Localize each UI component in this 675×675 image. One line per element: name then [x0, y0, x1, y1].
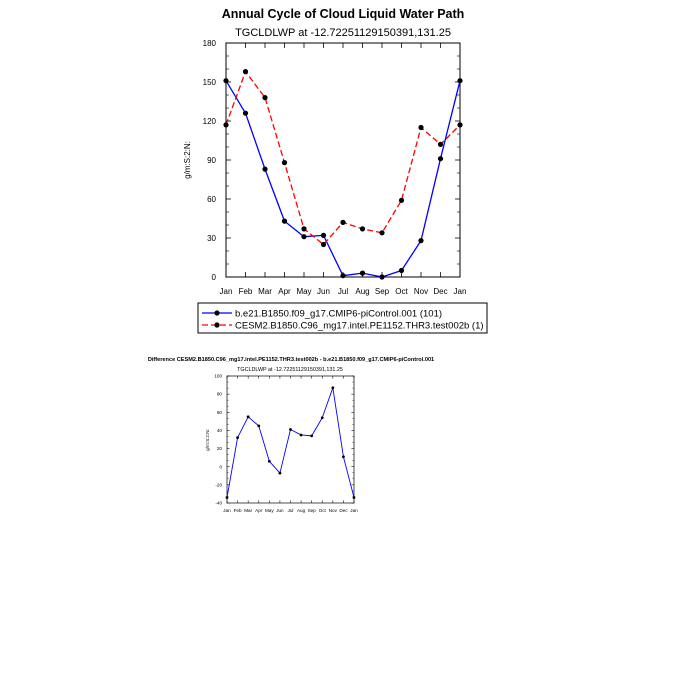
diff-chart-subtitle: TGCLDLWP at -12.72251129150391,131.25 [237, 367, 343, 373]
x-tick-label: Dec [433, 287, 447, 296]
y-tick-label: 20 [217, 446, 223, 451]
data-point [281, 160, 288, 166]
x-tick-label: Jan [223, 508, 231, 513]
data-point [246, 415, 250, 419]
x-tick-label: Jan [454, 287, 467, 296]
x-tick-label: Jan [350, 508, 358, 513]
y-tick-label: 40 [217, 428, 223, 433]
legend: b.e21.B1850.f09_g17.CMIP6-piControl.001 … [197, 302, 488, 334]
x-tick-label: Aug [355, 287, 369, 296]
x-tick-label: Oct [395, 287, 408, 296]
x-tick-label: Feb [239, 287, 253, 296]
data-point [379, 274, 385, 280]
data-point [262, 166, 268, 172]
y-tick-label: -40 [215, 501, 222, 506]
y-tick-label: 60 [217, 410, 223, 415]
x-tick-label: May [265, 508, 274, 513]
data-point [301, 226, 307, 232]
x-tick-label: Jul [288, 508, 294, 513]
y-tick-label: 60 [207, 195, 216, 204]
series-line-0 [226, 387, 355, 498]
data-point [289, 428, 292, 431]
data-point [281, 218, 288, 224]
x-tick-label: Apr [278, 287, 291, 296]
data-point [340, 273, 346, 279]
data-point [299, 433, 303, 437]
x-tick-label: Jun [317, 287, 330, 296]
data-point [242, 110, 249, 116]
annual-cycle-chart: Annual Cycle of Cloud Liquid Water Path … [183, 7, 488, 334]
data-point [359, 226, 366, 232]
data-point [262, 95, 268, 101]
data-point [359, 270, 366, 276]
data-point [437, 141, 444, 147]
x-tick-label: Jan [220, 287, 233, 296]
legend-box [197, 302, 488, 334]
x-tick-label: Dec [339, 508, 348, 513]
x-tick-label: Jun [276, 508, 284, 513]
y-tick-label: -20 [215, 482, 222, 487]
y-tick-label: 180 [203, 39, 217, 48]
data-point [278, 471, 282, 475]
x-tick-label: Mar [244, 508, 252, 513]
data-point [301, 234, 307, 240]
data-point [236, 436, 239, 440]
data-point [352, 496, 356, 499]
y-tick-label: 120 [203, 117, 217, 126]
x-tick-label: Mar [258, 287, 272, 296]
data-point [437, 156, 444, 162]
data-point [223, 122, 229, 128]
data-point [340, 219, 346, 225]
data-point [320, 416, 324, 420]
diff-chart-ylabel: g/m:S:2:N: [205, 429, 210, 451]
data-point [320, 232, 327, 238]
legend-marker-1 [214, 322, 220, 328]
x-tick-label: Aug [297, 508, 306, 513]
legend-entry-1: CESM2.B1850.C96_mg17.intel.PE1152.THR3.t… [235, 321, 484, 332]
main-chart-title: Annual Cycle of Cloud Liquid Water Path [222, 7, 465, 21]
data-point [320, 241, 327, 248]
plot-frame [226, 375, 355, 504]
difference-chart: Difference CESM2.B1850.C96_mg17.intel.PE… [148, 357, 434, 513]
data-point [331, 386, 335, 390]
data-point [310, 434, 314, 438]
data-point [457, 78, 463, 84]
y-tick-label: 0 [212, 273, 217, 282]
diff-chart-title: Difference CESM2.B1850.C96_mg17.intel.PE… [148, 357, 434, 363]
data-point [342, 455, 345, 459]
y-tick-label: 150 [203, 78, 217, 87]
data-point [379, 230, 385, 236]
x-tick-label: Nov [414, 287, 428, 296]
data-point [225, 496, 229, 499]
x-tick-label: Jul [338, 287, 348, 296]
data-point [242, 69, 249, 75]
x-tick-label: Oct [319, 508, 327, 513]
series-line-0 [225, 80, 461, 278]
main-chart-subtitle: TGCLDLWP at -12.72251129150391,131.25 [235, 27, 451, 39]
x-tick-label: Nov [329, 508, 338, 513]
y-tick-label: 90 [207, 156, 216, 165]
data-point [418, 124, 424, 131]
data-point [267, 459, 271, 463]
y-tick-label: 80 [217, 392, 223, 397]
main-chart-ylabel: g/m:S:2:N: [183, 141, 192, 179]
data-point [418, 238, 424, 244]
y-tick-label: 100 [214, 374, 222, 379]
plot-frame [225, 42, 461, 278]
y-tick-label: 30 [207, 234, 216, 243]
x-tick-label: Feb [234, 508, 242, 513]
data-point [257, 424, 261, 428]
data-point [457, 122, 463, 128]
legend-entry-0: b.e21.B1850.f09_g17.CMIP6-piControl.001 … [235, 309, 442, 320]
x-tick-label: Apr [255, 508, 263, 513]
x-tick-label: May [296, 287, 311, 296]
y-tick-label: 0 [219, 464, 222, 469]
data-point [223, 78, 229, 84]
x-tick-label: Sep [375, 287, 390, 296]
legend-marker-0 [214, 310, 220, 316]
data-point [398, 267, 405, 274]
x-tick-label: Sep [308, 508, 317, 513]
data-point [398, 197, 405, 203]
